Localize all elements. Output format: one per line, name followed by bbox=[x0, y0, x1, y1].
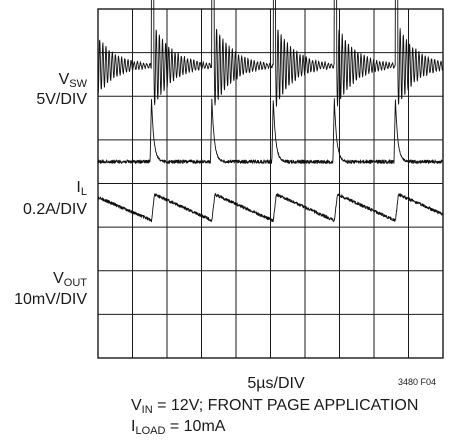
vsw-scale-label: 5V/DIV bbox=[36, 91, 87, 108]
condition-vin: VIN = 12V; FRONT PAGE APPLICATION bbox=[131, 397, 419, 416]
vout-scale-label: 10mV/DIV bbox=[14, 291, 87, 308]
vsw-trace bbox=[97, 0, 444, 107]
il-trace bbox=[97, 98, 444, 164]
vsw-label: VSW bbox=[59, 71, 88, 90]
scope-grid bbox=[97, 8, 444, 359]
il-label: IL bbox=[76, 179, 87, 198]
il-scale-label: 0.2A/DIV bbox=[23, 201, 87, 218]
x-axis-label: 5µs/DIV bbox=[247, 375, 305, 392]
figure-id: 3480 F04 bbox=[398, 377, 436, 387]
vout-label: VOUT bbox=[53, 270, 87, 289]
vout-trace bbox=[97, 192, 444, 223]
scope-traces bbox=[97, 0, 444, 223]
condition-iload: ILOAD = 10mA bbox=[131, 418, 226, 437]
